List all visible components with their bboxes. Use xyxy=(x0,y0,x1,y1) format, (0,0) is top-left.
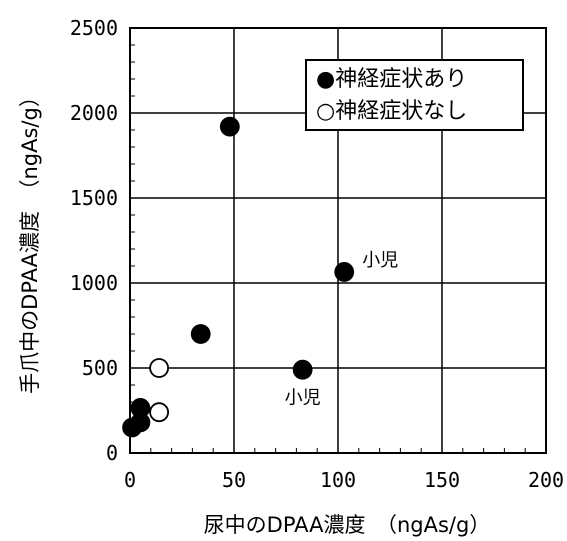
legend-item-0: ●神経症状あり xyxy=(316,67,467,92)
annotation-label: 小児 xyxy=(285,388,321,409)
x-tick-label: 150 xyxy=(424,468,460,492)
y-tick-label: 2000 xyxy=(70,101,118,125)
legend: ●神経症状あり ○神経症状なし xyxy=(305,59,524,131)
x-tick-labels: 0 50 100 150 200 xyxy=(124,468,564,492)
plot-frame xyxy=(129,27,547,454)
x-tick-label: 0 xyxy=(124,468,136,492)
point-with-symptoms xyxy=(219,116,240,137)
y-tick-label: 0 xyxy=(106,441,118,465)
y-tick-label: 1000 xyxy=(70,271,118,295)
x-tick-label: 100 xyxy=(320,468,356,492)
y-tick-label: 500 xyxy=(82,356,118,380)
annotation-label: 小児 xyxy=(362,250,398,271)
legend-item-1: ○神経症状なし xyxy=(316,99,467,124)
y-tick-label: 2500 xyxy=(70,16,118,40)
data-points xyxy=(122,116,355,438)
y-tick-label: 1500 xyxy=(70,186,118,210)
x-tick-label: 50 xyxy=(222,468,246,492)
point-with-symptoms xyxy=(334,262,355,282)
point-with-symptoms xyxy=(292,359,313,380)
legend-box xyxy=(305,59,524,131)
y-tick-labels: 0 500 1000 1500 2000 2500 xyxy=(70,16,118,465)
y-axis-title: 手爪中のDPAA濃度 （ngAs/g） xyxy=(18,86,42,394)
point-without-symptoms xyxy=(149,402,170,423)
point-with-symptoms xyxy=(130,412,151,433)
x-tick-label: 200 xyxy=(528,468,564,492)
point-with-symptoms xyxy=(190,324,211,344)
x-axis-title: 尿中のDPAA濃度 （ngAs/g） xyxy=(204,513,491,537)
point-without-symptoms xyxy=(149,358,170,378)
